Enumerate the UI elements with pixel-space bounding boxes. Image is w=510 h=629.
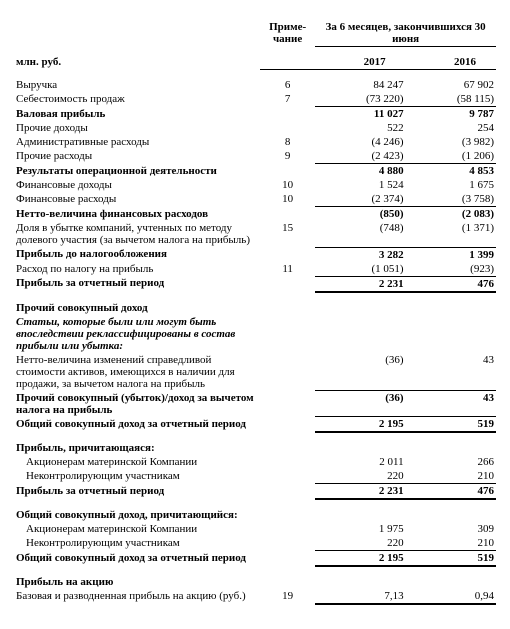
attr-ci-total: Общий совокупный доход за отчетный перио… [14, 551, 496, 567]
row-fin_income: Финансовые доходы101 5241 675 [14, 178, 496, 192]
attr-profit-total: Прибыль за отчетный период 2 231 476 [14, 484, 496, 500]
oci-header: Прочий совокупный доход [14, 301, 260, 315]
financial-statement-table: Приме-чание За 6 месяцев, закончившихся … [14, 20, 496, 605]
year-2017: 2017 [315, 55, 405, 70]
oci-sub-header: Статьи, которые были или могут быть впос… [14, 315, 260, 353]
row-revenue: Выручка684 24767 902 [14, 78, 496, 92]
main-body: Выручка684 24767 902Себестоимость продаж… [14, 78, 496, 292]
row-oci_net: Прочий совокупный (убыток)/доход за выче… [14, 391, 496, 417]
eps-row: Базовая и разводненная прибыль на акцию … [14, 589, 496, 604]
row-gross_profit: Валовая прибыль11 0279 787 [14, 107, 496, 122]
unit-label: млн. руб. [14, 55, 260, 70]
attr-ci-parent: Акционерам материнской Компании 1 975 30… [14, 522, 496, 536]
header-row-years: млн. руб. 2017 2016 [14, 55, 496, 70]
row-cogs: Себестоимость продаж7(73 220)(58 115) [14, 92, 496, 107]
eps-header: Прибыль на акцию [14, 575, 260, 589]
attr-profit-parent: Акционерам материнской Компании 2 011 26… [14, 455, 496, 469]
row-other_income: Прочие доходы522254 [14, 121, 496, 135]
row-fin_exp: Финансовые расходы10(2 374)(3 758) [14, 192, 496, 207]
row-fv_change: Нетто-величина изменений справедливой ст… [14, 353, 496, 391]
row-profit: Прибыль за отчетный период2 231476 [14, 276, 496, 292]
attr-profit-nci: Неконтролирующим участникам 220 210 [14, 469, 496, 484]
row-other_exp: Прочие расходы9(2 423)(1 206) [14, 149, 496, 164]
row-pbt: Прибыль до налогообложения3 2821 399 [14, 247, 496, 262]
year-2016: 2016 [406, 55, 496, 70]
note-col-header: Приме-чание [260, 20, 315, 55]
row-admin_exp: Административные расходы8(4 246)(3 982) [14, 135, 496, 149]
header-row-1: Приме-чание За 6 месяцев, закончившихся … [14, 20, 496, 47]
row-total_ci: Общий совокупный доход за отчетный перио… [14, 417, 496, 433]
row-net_fin_exp: Нетто-величина финансовых расходов(850)(… [14, 207, 496, 222]
attr-profit-header: Прибыль, причитающаяся: [14, 441, 260, 455]
oci-body: Нетто-величина изменений справедливой ст… [14, 353, 496, 433]
row-op_results: Результаты операционной деятельности4 88… [14, 164, 496, 179]
row-assoc_loss: Доля в убытке компаний, учтенных по мето… [14, 221, 496, 247]
period-header: За 6 месяцев, закончившихся 30 июня [315, 20, 496, 47]
attr-ci-header: Общий совокупный доход, причитающийся: [14, 508, 260, 522]
attr-ci-nci: Неконтролирующим участникам 220 210 [14, 536, 496, 551]
row-tax: Расход по налогу на прибыль11(1 051)(923… [14, 262, 496, 277]
